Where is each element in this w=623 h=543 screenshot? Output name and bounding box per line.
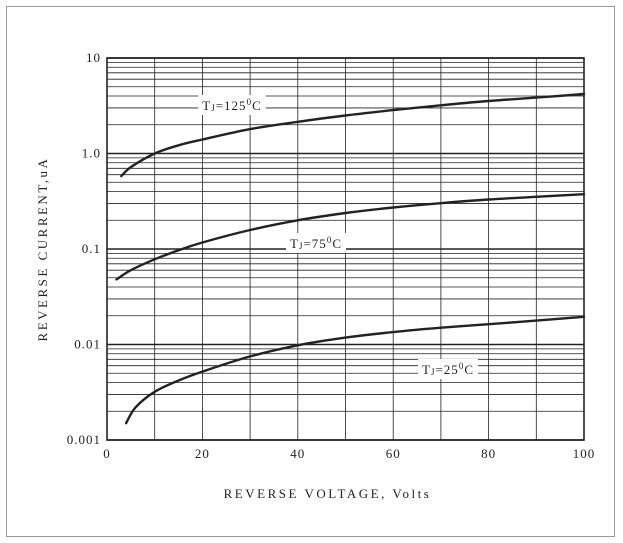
y-axis-title: REVERSE CURRENT,uA	[35, 157, 50, 342]
y-tick-labels: 0.001 0.01 0.1 1.0 10	[67, 50, 101, 447]
curve-label-tj-125-c: TJ=1250C	[202, 97, 261, 113]
y-tick-label: 0.01	[74, 337, 101, 352]
curve-label-tj-75-c: TJ=750C	[290, 235, 342, 251]
x-axis-title: REVERSE VOLTAGE, Volts	[224, 486, 432, 501]
curve-tj-125-c	[120, 92, 586, 178]
x-tick-label: 0	[103, 446, 111, 461]
curve-label-background	[198, 95, 266, 115]
curve-tj-75-c	[115, 193, 586, 281]
curve-label-background	[418, 359, 478, 379]
x-tick-labels: 0 20 40 60 80 100	[103, 446, 596, 461]
y-tick-label: 0.1	[82, 241, 101, 256]
x-tick-label: 80	[481, 446, 496, 461]
x-tick-label: 100	[573, 446, 596, 461]
y-tick-label: 10	[86, 50, 101, 65]
curves	[115, 92, 586, 425]
y-tick-label: 0.001	[67, 432, 101, 447]
x-tick-label: 40	[290, 446, 305, 461]
plot-area-border	[106, 57, 585, 441]
curve-label-background	[286, 233, 346, 253]
x-tick-label: 20	[195, 446, 210, 461]
curve-labels: TJ=1250C TJ=750C TJ=250C	[198, 95, 478, 379]
x-tick-label: 60	[386, 446, 401, 461]
y-tick-label: 1.0	[82, 146, 101, 161]
curve-tj-25-c	[124, 315, 586, 425]
curve-label-tj-25-c: TJ=250C	[422, 361, 474, 377]
